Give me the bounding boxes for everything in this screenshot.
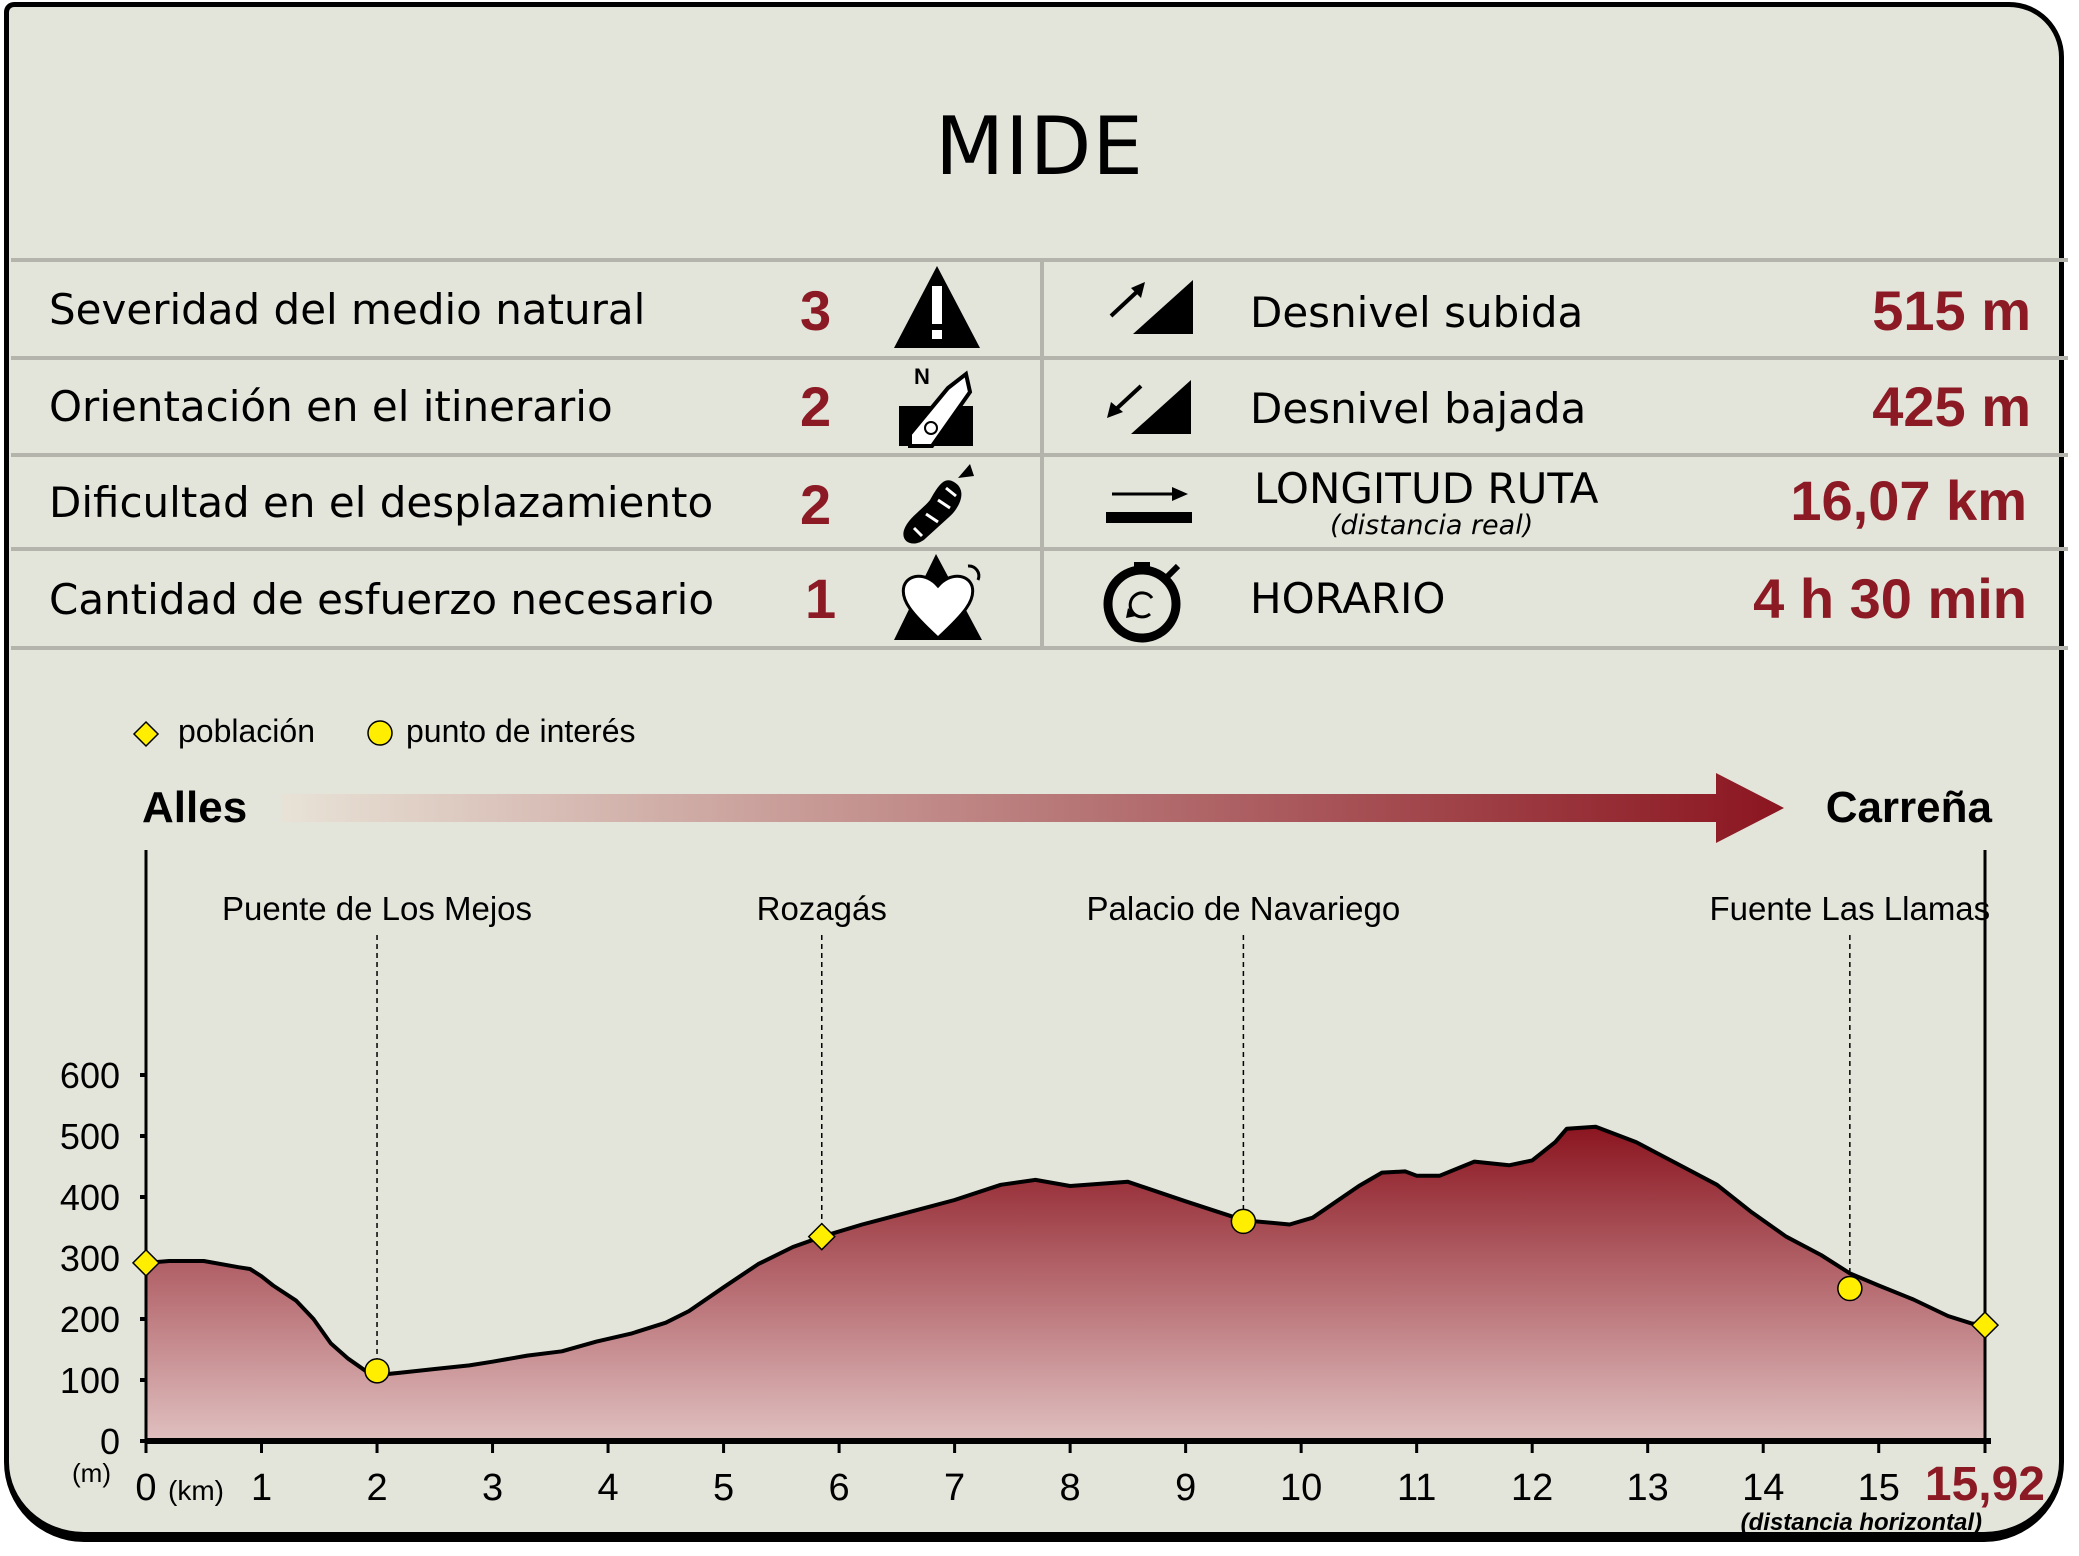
x-tick-label: 0 (135, 1467, 156, 1509)
divider (11, 547, 2068, 551)
x-tick-label: 10 (1280, 1467, 1322, 1509)
svg-text:N: N (914, 364, 930, 389)
direction-arrow (282, 773, 1784, 843)
mide-value-esfuerzo: 1 (805, 567, 837, 630)
poi-marker (1837, 1275, 1863, 1302)
mide-value-dificultad: 2 (800, 473, 832, 536)
compass-icon: N (899, 364, 973, 448)
stat-value-descent: 425 m (1872, 375, 2031, 438)
stat-sublabel-length: (distancia real) (1330, 510, 1534, 541)
mide-label-dificultad: Dificultad en el desplazamiento (49, 478, 714, 527)
mide-label-severidad: Severidad del medio natural (49, 285, 646, 334)
divider (11, 356, 2068, 360)
stat-label-time: HORARIO (1250, 574, 1446, 623)
x-tick-label: 14 (1742, 1467, 1784, 1509)
x-tick-label: 6 (829, 1467, 850, 1509)
x-tick-label: 7 (944, 1467, 965, 1509)
legend-poi-label: punto de interés (406, 713, 636, 749)
x-tick-label: 11 (1397, 1467, 1436, 1509)
town-marker (131, 1248, 161, 1277)
divider (11, 646, 2068, 650)
x-tick-label: 9 (1175, 1467, 1196, 1509)
x-tick-label: 13 (1627, 1467, 1669, 1509)
warning-mountain-icon (894, 266, 980, 348)
ascent-icon (1109, 280, 1193, 334)
x-axis-unit: (km) (168, 1475, 224, 1506)
mide-label-esfuerzo: Cantidad de esfuerzo necesario (49, 575, 715, 624)
footprint-icon (903, 464, 974, 544)
mide-label-orientacion: Orientación en el itinerario (49, 382, 613, 431)
elevation-area (146, 1126, 1985, 1441)
x-tick-label: 4 (597, 1467, 618, 1509)
poi-marker (364, 1358, 390, 1384)
mide-value-severidad: 3 (800, 279, 832, 342)
route-start: Alles (142, 783, 247, 832)
stat-label-descent: Desnivel bajada (1250, 384, 1587, 433)
stat-label-length: LONGITUD RUTA (1254, 464, 1599, 513)
town-marker (807, 1222, 836, 1251)
y-tick-label: 600 (60, 1055, 120, 1096)
stat-value-length: 16,07 km (1790, 469, 2027, 532)
marker-label: Palacio de Navariego (1087, 890, 1401, 927)
stat-value-ascent: 515 m (1872, 279, 2031, 342)
stat-value-time: 4 h 30 min (1753, 567, 2027, 630)
y-axis-unit: (m) (72, 1458, 111, 1488)
y-tick-label: 200 (60, 1299, 120, 1340)
legend-town-icon (132, 720, 160, 748)
x-tick-label: 12 (1511, 1467, 1553, 1509)
town-marker (1970, 1311, 2000, 1340)
poi-marker (1230, 1208, 1257, 1235)
marker-label: Rozagás (757, 890, 887, 927)
divider (11, 258, 2068, 262)
heart-mountain-icon (894, 554, 982, 641)
y-tick-label: 500 (60, 1116, 120, 1157)
marker-label: Fuente Las Llamas (1710, 890, 1991, 927)
x-tick-label: 15 (1858, 1467, 1900, 1509)
x-tick-label: 5 (713, 1467, 734, 1509)
mide-value-orientacion: 2 (800, 375, 832, 438)
y-tick-label: 0 (100, 1421, 120, 1462)
page-title: MIDE (935, 100, 1144, 193)
divider (1040, 259, 1044, 649)
stopwatch-icon (1103, 562, 1181, 643)
y-tick-label: 100 (60, 1360, 120, 1401)
x-end-note: (distancia horizontal) (1741, 1509, 1982, 1536)
elevation-line (145, 1124, 1986, 1378)
stat-label-ascent: Desnivel subida (1250, 288, 1584, 337)
x-tick-label: 2 (366, 1467, 387, 1509)
descent-icon (1107, 380, 1191, 434)
y-tick-label: 300 (60, 1238, 120, 1279)
legend-poi-icon (367, 720, 393, 746)
marker-label: Puente de Los Mejos (222, 890, 532, 927)
x-tick-label: 1 (251, 1467, 272, 1509)
y-tick-label: 400 (60, 1177, 120, 1218)
legend-town-label: población (178, 713, 315, 749)
x-tick-label: 3 (482, 1467, 503, 1509)
route-end: Carreña (1826, 783, 1993, 832)
divider (11, 453, 2068, 457)
x-tick-label: 8 (1060, 1467, 1081, 1509)
x-end-label: 15,92 (1925, 1458, 2045, 1511)
distance-arrow-icon (1106, 487, 1192, 523)
